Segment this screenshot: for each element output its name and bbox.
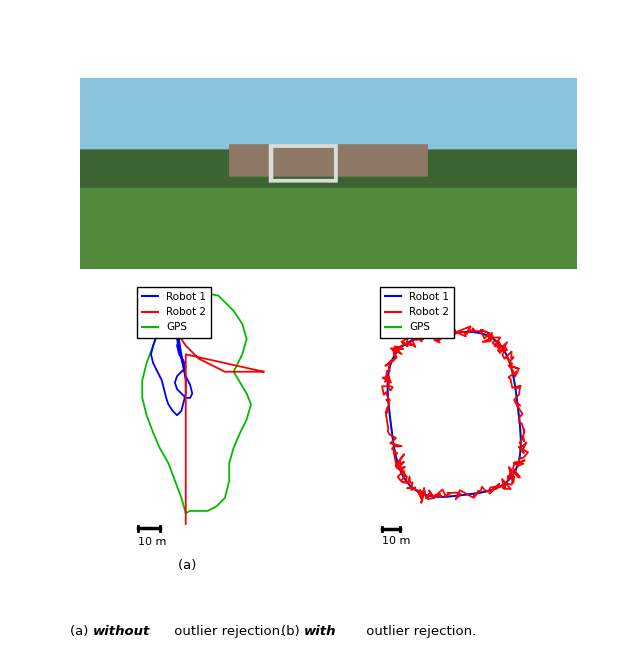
Text: 10 m: 10 m [138, 537, 166, 547]
Text: without: without [93, 625, 150, 638]
Text: (a): (a) [179, 559, 201, 572]
Text: with: with [304, 625, 337, 638]
Text: outlier rejection.: outlier rejection. [362, 625, 476, 638]
Legend: Robot 1, Robot 2, GPS: Robot 1, Robot 2, GPS [380, 287, 454, 338]
Text: (b): (b) [281, 625, 304, 638]
Text: outlier rejection.: outlier rejection. [170, 625, 284, 638]
Text: (a): (a) [70, 625, 93, 638]
Text: 10 m: 10 m [383, 536, 411, 546]
Legend: Robot 1, Robot 2, GPS: Robot 1, Robot 2, GPS [137, 287, 211, 338]
